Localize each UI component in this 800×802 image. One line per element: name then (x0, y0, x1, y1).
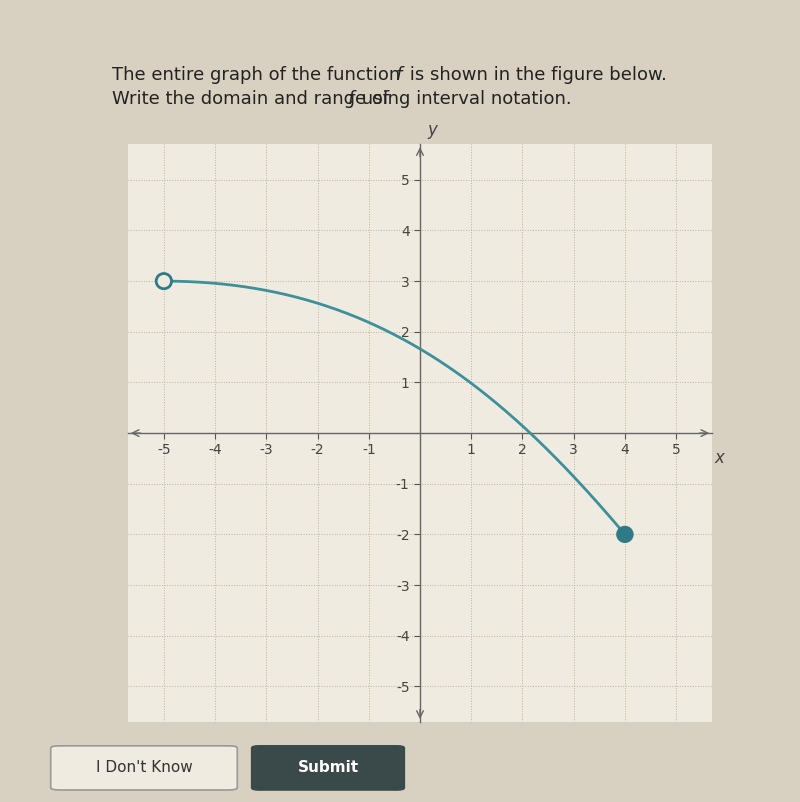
Text: y: y (428, 121, 438, 140)
Text: is shown in the figure below.: is shown in the figure below. (404, 67, 667, 84)
Circle shape (618, 527, 633, 542)
Text: f: f (348, 91, 354, 108)
Text: The entire graph of the function: The entire graph of the function (112, 67, 406, 84)
Text: using interval notation.: using interval notation. (356, 91, 572, 108)
FancyBboxPatch shape (50, 746, 238, 790)
Text: Submit: Submit (298, 760, 358, 776)
Text: I Don't Know: I Don't Know (96, 760, 192, 776)
Text: x: x (714, 449, 725, 468)
Circle shape (156, 273, 171, 289)
Text: Write the domain and range of: Write the domain and range of (112, 91, 395, 108)
FancyBboxPatch shape (252, 746, 404, 790)
Text: f: f (396, 67, 402, 84)
